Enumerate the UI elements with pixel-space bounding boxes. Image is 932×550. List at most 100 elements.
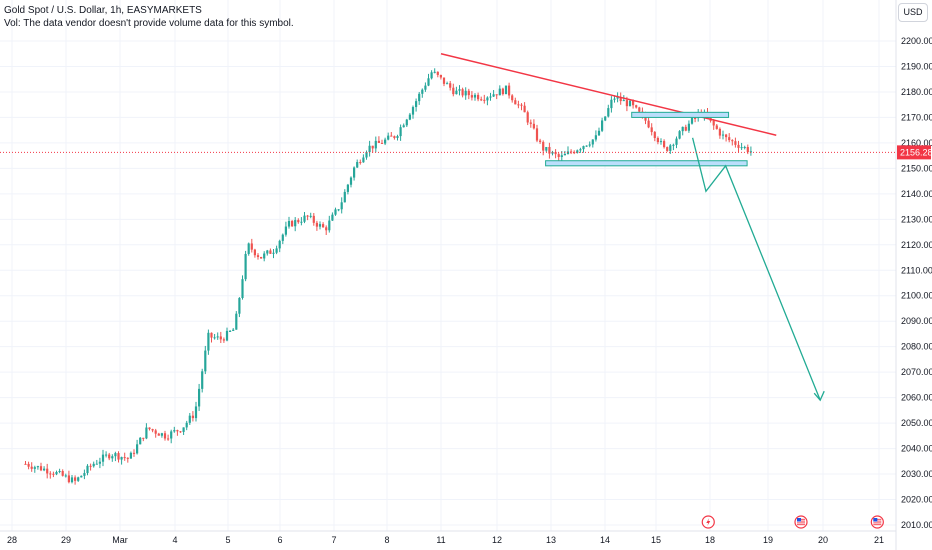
candle <box>684 124 687 132</box>
candle <box>337 209 340 212</box>
price-tick-label: 2080.00 <box>901 342 932 352</box>
candle <box>325 225 328 235</box>
time-tick-label: 18 <box>705 535 715 545</box>
time-tick-label: 6 <box>277 535 282 545</box>
price-axis[interactable]: 2010.00 2020.00 2030.00 2040.00 2050.00 2060.… <box>901 36 932 530</box>
candle <box>297 218 300 224</box>
candle <box>167 434 170 441</box>
support-zone[interactable] <box>545 160 748 167</box>
candle <box>464 87 467 100</box>
last-price-marker: 2156.28 <box>0 145 932 160</box>
candle <box>380 139 384 144</box>
candle <box>80 475 83 478</box>
candle <box>139 436 142 445</box>
candle <box>449 80 452 91</box>
event-markers[interactable] <box>701 515 884 529</box>
candle <box>213 333 216 340</box>
candle <box>129 451 132 459</box>
candle <box>55 470 58 476</box>
candle <box>120 456 123 465</box>
candle <box>455 86 458 95</box>
candle <box>241 275 244 300</box>
candle <box>486 96 489 106</box>
candle <box>656 136 659 145</box>
us-calendar-event[interactable] <box>870 515 884 529</box>
candle <box>504 85 508 95</box>
flash-event[interactable] <box>701 515 715 529</box>
candle <box>408 112 411 121</box>
time-tick-label: 14 <box>600 535 610 545</box>
candle <box>359 159 362 165</box>
candle <box>244 250 247 282</box>
candle <box>585 145 588 147</box>
candle <box>154 428 157 438</box>
candle <box>185 420 188 431</box>
candle <box>508 82 511 99</box>
time-tick-label: 13 <box>546 535 556 545</box>
last-price-label: 2156.28 <box>900 147 932 157</box>
price-tick-label: 2010.00 <box>901 520 932 530</box>
candle <box>250 238 253 253</box>
time-tick-label: 15 <box>651 535 661 545</box>
candle <box>483 94 486 104</box>
candle <box>554 149 557 159</box>
candle <box>601 117 604 133</box>
candle <box>399 124 402 141</box>
projection-path[interactable] <box>691 137 821 401</box>
candle <box>368 140 371 157</box>
candle <box>98 457 101 469</box>
candle <box>269 248 272 254</box>
resistance-zone[interactable] <box>631 111 730 118</box>
candle <box>191 411 194 422</box>
price-tick-label: 2040.00 <box>901 444 932 454</box>
time-tick-label: 7 <box>331 535 336 545</box>
time-axis[interactable]: 28 29 Mar 4 5 6 7 8 11 12 13 14 15 18 19 20 21 <box>7 535 884 545</box>
candle <box>687 120 690 133</box>
candle <box>650 123 653 136</box>
candle <box>148 427 151 431</box>
candle <box>715 123 718 130</box>
symbol-title[interactable]: Gold Spot / U.S. Dollar, 1h, EASYMARKETS <box>4 5 202 16</box>
candle <box>235 311 238 330</box>
candle <box>83 469 86 480</box>
candle <box>160 432 163 438</box>
currency-button[interactable]: USD <box>898 3 928 22</box>
candle <box>346 183 349 195</box>
candle <box>610 96 613 113</box>
candle <box>473 93 477 101</box>
projection-arrowhead <box>813 390 825 402</box>
candle <box>92 461 95 468</box>
candle <box>24 461 27 465</box>
candle <box>64 473 67 478</box>
candle <box>588 141 591 148</box>
price-tick-label: 2140.00 <box>901 189 932 199</box>
price-tick-label: 2200.00 <box>901 36 932 46</box>
candle <box>749 146 752 156</box>
price-tick-label: 2030.00 <box>901 469 932 479</box>
candle <box>480 96 483 102</box>
volume-note: Vol: The data vendor doesn't provide vol… <box>4 18 294 29</box>
us-calendar-event[interactable] <box>794 515 808 529</box>
candle <box>511 94 514 103</box>
resistance-trendline[interactable] <box>440 53 777 136</box>
candle <box>46 463 49 479</box>
price-tick-label: 2180.00 <box>901 87 932 97</box>
candle <box>523 102 526 113</box>
candle <box>734 137 737 148</box>
candle <box>334 207 337 216</box>
candle <box>557 152 560 162</box>
candle <box>492 90 495 98</box>
drawings[interactable] <box>440 53 825 402</box>
candle <box>61 469 64 477</box>
candle <box>712 119 715 130</box>
candle <box>111 454 114 462</box>
time-tick-label: 12 <box>492 535 502 545</box>
candle <box>232 328 235 332</box>
candle <box>539 138 542 144</box>
candle <box>405 118 408 127</box>
candle <box>731 139 734 146</box>
price-tick-label: 2050.00 <box>901 418 932 428</box>
candle <box>424 82 427 92</box>
